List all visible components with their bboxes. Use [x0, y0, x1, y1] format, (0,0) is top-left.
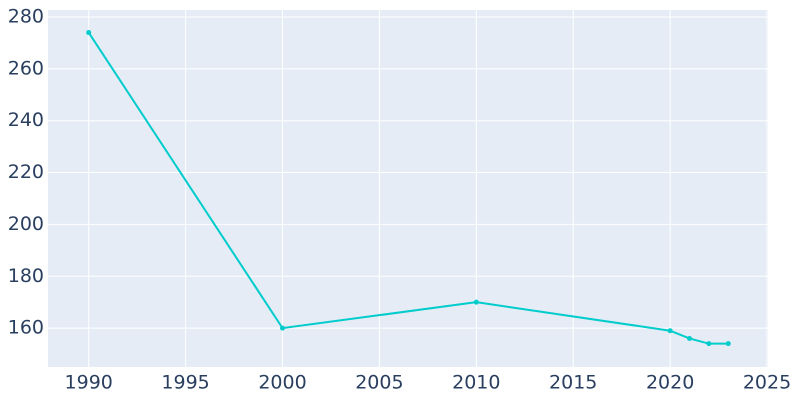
y-tick-label: 240 — [8, 109, 44, 131]
x-tick-label: 2010 — [452, 372, 500, 394]
y-tick-label: 220 — [8, 161, 44, 183]
data-point — [667, 328, 673, 334]
x-tick-label: 2000 — [258, 372, 306, 394]
y-tick-label: 180 — [8, 265, 44, 287]
data-point — [687, 335, 693, 341]
x-tick-label: 1990 — [65, 372, 113, 394]
plot-area — [48, 10, 768, 367]
x-tick-label: 1995 — [161, 372, 209, 394]
y-tick-label: 200 — [8, 213, 44, 235]
y-tick-label: 160 — [8, 317, 44, 339]
data-point — [706, 341, 712, 347]
data-point — [473, 299, 479, 305]
x-tick-label: 2015 — [549, 372, 597, 394]
data-point — [86, 30, 92, 36]
data-point — [280, 325, 286, 331]
x-tick-label: 2020 — [646, 372, 694, 394]
data-point — [725, 341, 731, 347]
x-tick-label: 2025 — [743, 372, 791, 394]
y-tick-label: 280 — [8, 6, 44, 28]
x-tick-label: 2005 — [355, 372, 403, 394]
y-tick-label: 260 — [8, 57, 44, 79]
